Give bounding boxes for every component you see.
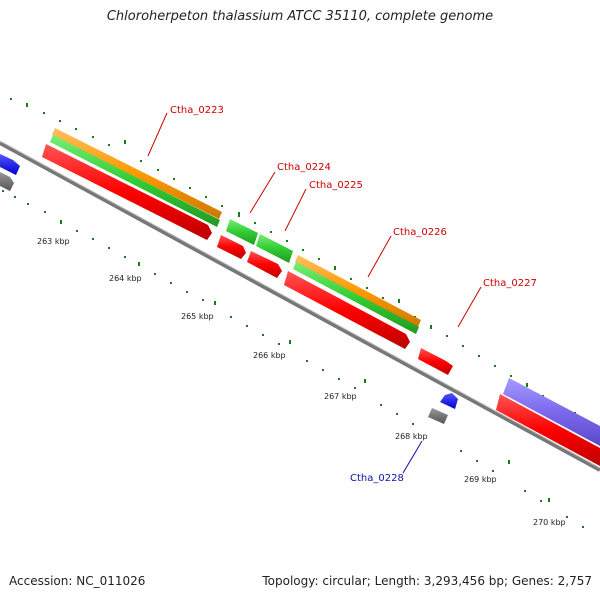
- gene-orange-0226[interactable]: [295, 255, 421, 327]
- gene-label-ctha-0225[interactable]: Ctha_0225: [309, 180, 363, 191]
- purple-feature-right[interactable]: [503, 378, 600, 446]
- gene-label-ctha-0224[interactable]: Ctha_0224: [277, 162, 331, 173]
- scale-label-267kbp: 267 kbp: [324, 392, 357, 401]
- page-title: Chloroherpeton thalassium ATCC 35110, co…: [106, 9, 494, 24]
- gray-feature-0228[interactable]: [428, 408, 448, 424]
- gene-green-0225[interactable]: [256, 234, 293, 263]
- cds-0224[interactable]: [217, 235, 246, 259]
- gene-green-0223[interactable]: [50, 135, 220, 227]
- gray-feature-left[interactable]: [0, 172, 14, 191]
- scale-label-268kbp: 268 kbp: [395, 432, 428, 441]
- label-leader-0228: [402, 440, 423, 474]
- genome-summary-text: Topology: circular; Length: 3,293,456 bp…: [262, 574, 592, 588]
- cds-0223[interactable]: [42, 144, 212, 240]
- scale-label-266kbp: 266 kbp: [253, 351, 286, 360]
- trna-feature-left[interactable]: [0, 154, 20, 175]
- gene-green-0224[interactable]: [226, 219, 258, 245]
- gene-orange-0223[interactable]: [52, 128, 222, 219]
- cds-0225[interactable]: [247, 251, 282, 278]
- trna-feature-0228[interactable]: [440, 393, 458, 409]
- scale-label-264kbp: 264 kbp: [109, 274, 142, 283]
- scale-label-263kbp: 263 kbp: [37, 237, 70, 246]
- label-leaders: [147, 112, 482, 328]
- outer-ticks: [10, 98, 576, 416]
- cds-right[interactable]: [496, 394, 600, 466]
- gene-label-ctha-0227[interactable]: Ctha_0227: [483, 278, 537, 289]
- genome-backbone: [0, 141, 600, 472]
- gene-green-0226[interactable]: [293, 262, 419, 334]
- gene-label-ctha-0226[interactable]: Ctha_0226: [393, 227, 447, 238]
- scale-label-265kbp: 265 kbp: [181, 312, 214, 321]
- inner-ticks: [2, 190, 584, 528]
- cds-0226[interactable]: [284, 271, 410, 349]
- scale-label-269kbp: 269 kbp: [464, 475, 497, 484]
- gene-label-ctha-0223[interactable]: Ctha_0223: [170, 105, 224, 116]
- gene-label-ctha-0228[interactable]: Ctha_0228: [350, 473, 404, 484]
- accession-text: Accession: NC_011026: [9, 574, 146, 588]
- scale-label-270kbp: 270 kbp: [533, 518, 566, 527]
- cds-0227[interactable]: [418, 348, 453, 375]
